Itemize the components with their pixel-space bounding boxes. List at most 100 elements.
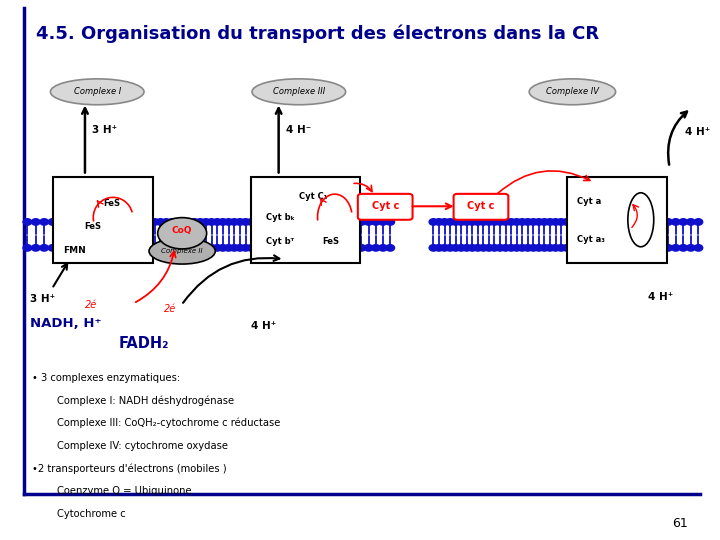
- Circle shape: [230, 219, 238, 225]
- Text: 2é: 2é: [164, 304, 176, 314]
- Circle shape: [490, 245, 499, 251]
- Circle shape: [457, 219, 466, 225]
- Circle shape: [529, 219, 538, 225]
- Circle shape: [540, 245, 549, 251]
- Circle shape: [386, 219, 395, 225]
- Circle shape: [247, 219, 256, 225]
- Circle shape: [230, 245, 238, 251]
- Circle shape: [357, 245, 366, 251]
- Ellipse shape: [158, 218, 207, 249]
- Text: Complexe I: Complexe I: [73, 87, 121, 96]
- Circle shape: [179, 245, 187, 251]
- Circle shape: [219, 245, 228, 251]
- Circle shape: [479, 219, 487, 225]
- Ellipse shape: [50, 79, 144, 105]
- Circle shape: [679, 219, 688, 225]
- Ellipse shape: [149, 238, 215, 264]
- Circle shape: [23, 245, 32, 251]
- Circle shape: [379, 245, 387, 251]
- Circle shape: [485, 219, 493, 225]
- Text: • 3 complexes enzymatiques:: • 3 complexes enzymatiques:: [32, 373, 181, 383]
- Circle shape: [40, 219, 48, 225]
- Text: Cyt bₖ: Cyt bₖ: [266, 213, 295, 221]
- Circle shape: [202, 245, 210, 251]
- Circle shape: [184, 245, 193, 251]
- Text: 61: 61: [672, 517, 688, 530]
- Circle shape: [557, 219, 565, 225]
- Circle shape: [440, 219, 449, 225]
- Text: Cyt bᵀ: Cyt bᵀ: [266, 237, 294, 246]
- Circle shape: [23, 219, 32, 225]
- Circle shape: [468, 245, 477, 251]
- Circle shape: [40, 245, 48, 251]
- Text: 4 H⁺: 4 H⁺: [648, 292, 673, 302]
- Text: 3 H⁺: 3 H⁺: [30, 294, 55, 305]
- Circle shape: [671, 245, 680, 251]
- Ellipse shape: [252, 79, 346, 105]
- Text: 3 H⁺: 3 H⁺: [92, 125, 117, 134]
- Circle shape: [168, 245, 176, 251]
- Circle shape: [474, 219, 482, 225]
- Circle shape: [429, 219, 438, 225]
- Text: Cyt a₃: Cyt a₃: [577, 235, 606, 244]
- Circle shape: [196, 219, 204, 225]
- Circle shape: [501, 245, 510, 251]
- Circle shape: [196, 245, 204, 251]
- Circle shape: [446, 219, 454, 225]
- Circle shape: [562, 219, 571, 225]
- Ellipse shape: [529, 79, 616, 105]
- Text: Cyt a: Cyt a: [577, 197, 602, 206]
- Circle shape: [507, 219, 516, 225]
- Circle shape: [48, 245, 57, 251]
- Circle shape: [207, 245, 216, 251]
- Circle shape: [372, 219, 380, 225]
- Text: 2é: 2é: [85, 300, 97, 310]
- Circle shape: [552, 245, 560, 251]
- Circle shape: [534, 245, 543, 251]
- Circle shape: [446, 245, 454, 251]
- Circle shape: [479, 245, 487, 251]
- FancyBboxPatch shape: [53, 177, 153, 263]
- Text: FMN: FMN: [63, 246, 86, 255]
- Circle shape: [485, 245, 493, 251]
- FancyBboxPatch shape: [251, 177, 360, 263]
- Circle shape: [174, 219, 182, 225]
- Circle shape: [462, 245, 471, 251]
- Circle shape: [247, 245, 256, 251]
- Circle shape: [156, 245, 165, 251]
- Circle shape: [490, 219, 499, 225]
- Circle shape: [507, 245, 516, 251]
- Text: Cytochrome c: Cytochrome c: [32, 509, 126, 519]
- Circle shape: [513, 245, 521, 251]
- Text: FeS: FeS: [103, 199, 120, 208]
- Circle shape: [162, 245, 171, 251]
- Circle shape: [435, 245, 444, 251]
- Circle shape: [207, 219, 216, 225]
- Ellipse shape: [628, 193, 654, 247]
- Text: 4 H⁺: 4 H⁺: [251, 321, 276, 332]
- Circle shape: [190, 219, 199, 225]
- Text: CoQ: CoQ: [172, 226, 192, 235]
- Circle shape: [687, 245, 696, 251]
- Circle shape: [540, 219, 549, 225]
- Circle shape: [224, 245, 233, 251]
- Circle shape: [235, 245, 244, 251]
- Text: FeS: FeS: [84, 222, 102, 231]
- Circle shape: [451, 219, 460, 225]
- Circle shape: [32, 245, 40, 251]
- Circle shape: [462, 219, 471, 225]
- Text: Complexe II: Complexe II: [161, 248, 203, 254]
- Circle shape: [213, 245, 222, 251]
- Circle shape: [219, 219, 228, 225]
- Text: FADH₂: FADH₂: [119, 336, 169, 352]
- Circle shape: [501, 219, 510, 225]
- Circle shape: [364, 219, 373, 225]
- Circle shape: [546, 219, 554, 225]
- Circle shape: [496, 219, 504, 225]
- Circle shape: [168, 219, 176, 225]
- Text: Cyt c: Cyt c: [467, 201, 495, 211]
- Circle shape: [364, 245, 373, 251]
- Text: Complexe IV: Complexe IV: [546, 87, 599, 96]
- Circle shape: [156, 219, 165, 225]
- FancyBboxPatch shape: [454, 194, 508, 220]
